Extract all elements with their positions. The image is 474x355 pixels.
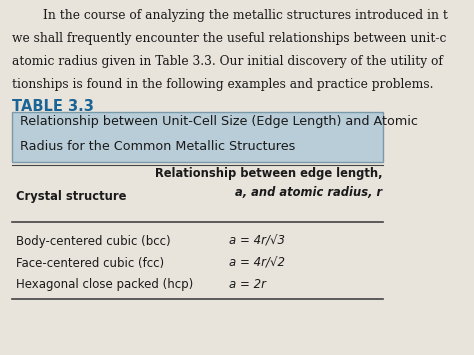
- Text: we shall frequently encounter the useful relationships between unit-c: we shall frequently encounter the useful…: [12, 32, 446, 45]
- Text: tionships is found in the following examples and practice problems.: tionships is found in the following exam…: [12, 78, 433, 91]
- Text: Relationship between Unit-Cell Size (Edge Length) and Atomic: Relationship between Unit-Cell Size (Edg…: [20, 115, 418, 129]
- Text: atomic radius given in Table 3.3. Our initial discovery of the utility of: atomic radius given in Table 3.3. Our in…: [12, 55, 443, 68]
- Text: TABLE 3.3: TABLE 3.3: [12, 99, 94, 114]
- Text: a = 2r: a = 2r: [229, 278, 266, 291]
- Text: In the course of analyzing the metallic structures introduced in t: In the course of analyzing the metallic …: [12, 9, 448, 22]
- Text: a = 4r/√2: a = 4r/√2: [229, 257, 285, 270]
- Text: Hexagonal close packed (hcp): Hexagonal close packed (hcp): [16, 278, 193, 291]
- Text: Face-centered cubic (fcc): Face-centered cubic (fcc): [16, 257, 164, 270]
- Text: Body-centered cubic (bcc): Body-centered cubic (bcc): [16, 235, 171, 248]
- FancyBboxPatch shape: [12, 112, 383, 162]
- Text: Crystal structure: Crystal structure: [16, 190, 126, 203]
- Text: Radius for the Common Metallic Structures: Radius for the Common Metallic Structure…: [20, 140, 295, 153]
- Text: Relationship between edge length,: Relationship between edge length,: [155, 167, 383, 180]
- Text: a = 4r/√3: a = 4r/√3: [229, 235, 285, 248]
- Text: a, and atomic radius, r: a, and atomic radius, r: [236, 186, 383, 200]
